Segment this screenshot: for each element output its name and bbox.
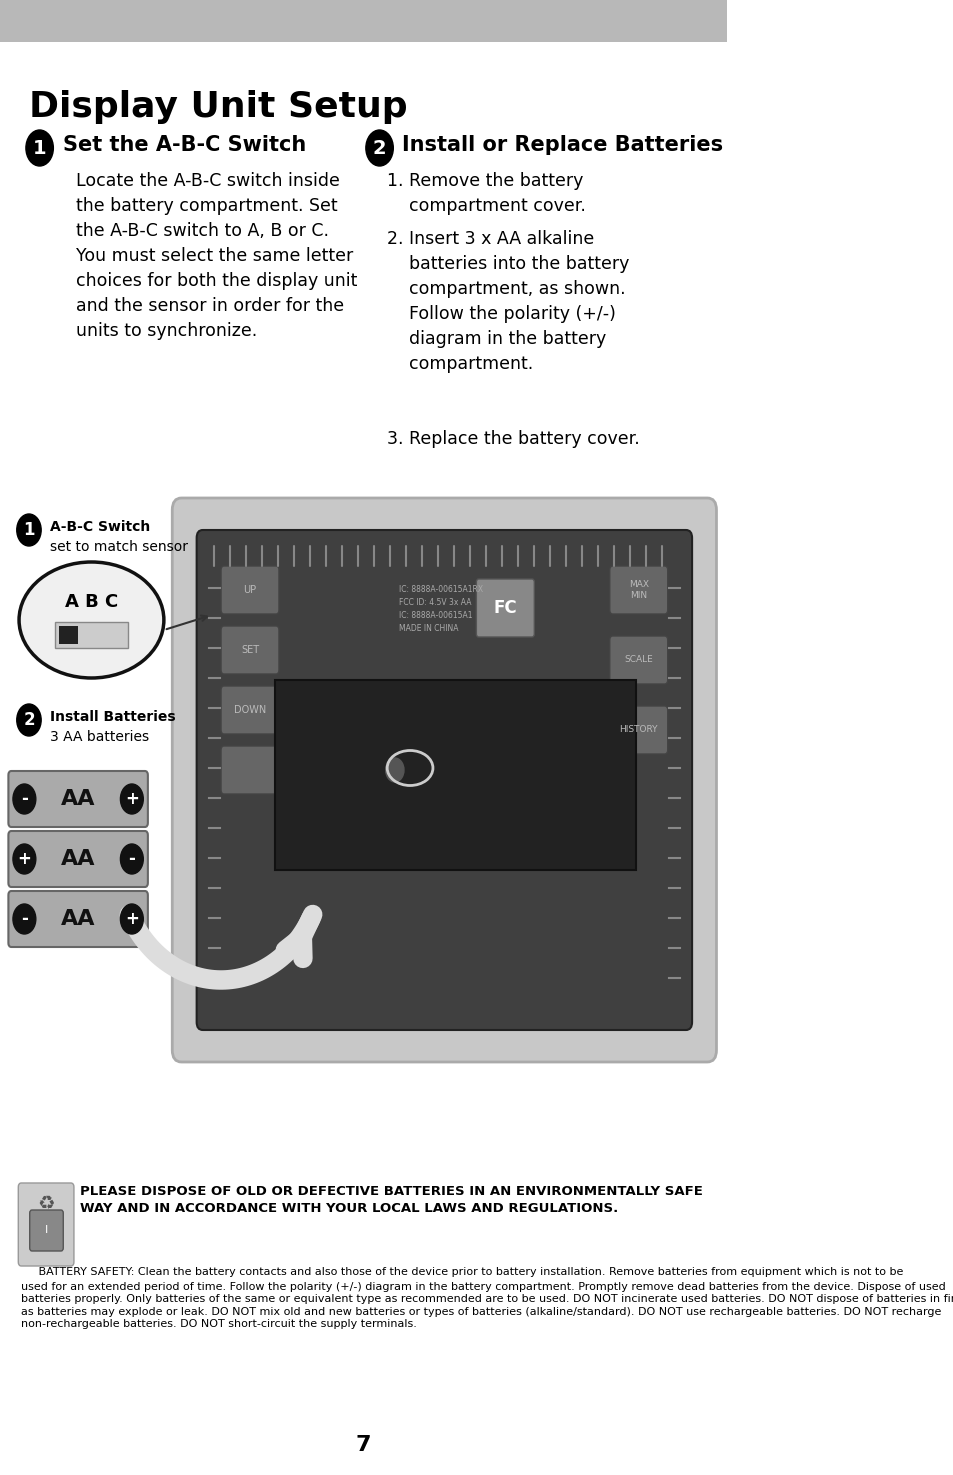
Text: PLEASE DISPOSE OF OLD OR DEFECTIVE BATTERIES IN AN ENVIRONMENTALLY SAFE
WAY AND : PLEASE DISPOSE OF OLD OR DEFECTIVE BATTE… bbox=[80, 1184, 702, 1215]
Text: UP: UP bbox=[243, 586, 256, 594]
FancyBboxPatch shape bbox=[55, 622, 128, 648]
Text: +: + bbox=[125, 910, 138, 928]
Text: 2: 2 bbox=[373, 139, 386, 158]
Circle shape bbox=[120, 904, 143, 934]
Text: 3. Replace the battery cover.: 3. Replace the battery cover. bbox=[387, 431, 639, 448]
FancyBboxPatch shape bbox=[221, 566, 278, 614]
Text: -: - bbox=[21, 910, 28, 928]
Bar bbox=[274, 680, 636, 870]
FancyBboxPatch shape bbox=[221, 625, 278, 674]
Text: MADE IN CHINA: MADE IN CHINA bbox=[398, 624, 457, 633]
Text: -: - bbox=[21, 791, 28, 808]
Circle shape bbox=[17, 513, 41, 546]
Text: -: - bbox=[129, 850, 135, 867]
Text: Install or Replace Batteries: Install or Replace Batteries bbox=[402, 136, 722, 155]
Text: Set the A-B-C Switch: Set the A-B-C Switch bbox=[63, 136, 305, 155]
Bar bbox=[0, 0, 726, 41]
Text: 7: 7 bbox=[355, 1435, 371, 1454]
Text: IC: 8888A-00615A1: IC: 8888A-00615A1 bbox=[398, 611, 472, 620]
FancyBboxPatch shape bbox=[609, 566, 667, 614]
Text: A B C: A B C bbox=[65, 593, 118, 611]
FancyBboxPatch shape bbox=[221, 746, 278, 794]
Text: +: + bbox=[125, 791, 138, 808]
FancyBboxPatch shape bbox=[9, 830, 148, 886]
Text: AA: AA bbox=[61, 850, 95, 869]
Text: AA: AA bbox=[61, 789, 95, 808]
Text: HISTORY: HISTORY bbox=[618, 726, 658, 735]
Text: AA: AA bbox=[61, 909, 95, 929]
Text: ♻: ♻ bbox=[38, 1193, 55, 1212]
Text: +: + bbox=[17, 850, 31, 867]
Text: 2. Insert 3 x AA alkaline
    batteries into the battery
    compartment, as sho: 2. Insert 3 x AA alkaline batteries into… bbox=[387, 230, 629, 373]
Text: I: I bbox=[45, 1226, 48, 1235]
Text: DOWN: DOWN bbox=[233, 705, 266, 715]
Text: used for an extended period of time. Follow the polarity (+/-) diagram in the ba: used for an extended period of time. Fol… bbox=[21, 1282, 953, 1329]
Circle shape bbox=[17, 704, 41, 736]
Circle shape bbox=[13, 904, 36, 934]
Text: 3 AA batteries: 3 AA batteries bbox=[50, 730, 149, 743]
FancyBboxPatch shape bbox=[172, 499, 716, 1062]
Text: BATTERY SAFETY: Clean the battery contacts and also those of the device prior to: BATTERY SAFETY: Clean the battery contac… bbox=[21, 1267, 902, 1277]
FancyBboxPatch shape bbox=[196, 530, 691, 1030]
Circle shape bbox=[366, 130, 393, 167]
Text: Install Batteries: Install Batteries bbox=[50, 709, 175, 724]
Text: IC: 8888A-00615A1RX: IC: 8888A-00615A1RX bbox=[398, 586, 482, 594]
FancyBboxPatch shape bbox=[476, 580, 534, 637]
FancyBboxPatch shape bbox=[609, 636, 667, 684]
FancyBboxPatch shape bbox=[221, 686, 278, 735]
Bar bbox=[59, 625, 77, 645]
Text: 1. Remove the battery
    compartment cover.: 1. Remove the battery compartment cover. bbox=[387, 173, 585, 215]
Text: Display Unit Setup: Display Unit Setup bbox=[29, 90, 407, 124]
FancyBboxPatch shape bbox=[9, 891, 148, 947]
Text: SCALE: SCALE bbox=[623, 655, 653, 665]
FancyBboxPatch shape bbox=[18, 1183, 73, 1266]
Text: 1: 1 bbox=[23, 521, 34, 538]
Text: 1: 1 bbox=[32, 139, 47, 158]
FancyBboxPatch shape bbox=[30, 1210, 63, 1251]
FancyBboxPatch shape bbox=[9, 771, 148, 827]
Text: Locate the A-B-C switch inside
the battery compartment. Set
the A-B-C switch to : Locate the A-B-C switch inside the batte… bbox=[76, 173, 357, 341]
FancyBboxPatch shape bbox=[609, 707, 667, 754]
Circle shape bbox=[13, 785, 36, 814]
Circle shape bbox=[26, 130, 53, 167]
Circle shape bbox=[385, 758, 403, 782]
Text: MAX
MIN: MAX MIN bbox=[628, 580, 648, 600]
Text: set to match sensor: set to match sensor bbox=[50, 540, 188, 555]
Circle shape bbox=[120, 844, 143, 875]
Circle shape bbox=[13, 844, 36, 875]
Text: 2: 2 bbox=[23, 711, 34, 729]
Circle shape bbox=[120, 785, 143, 814]
Ellipse shape bbox=[19, 562, 164, 678]
Text: FCC ID: 4.5V 3x AA: FCC ID: 4.5V 3x AA bbox=[398, 597, 471, 608]
Text: A-B-C Switch: A-B-C Switch bbox=[50, 521, 150, 534]
Text: FC: FC bbox=[493, 599, 517, 617]
Text: SET: SET bbox=[241, 645, 259, 655]
